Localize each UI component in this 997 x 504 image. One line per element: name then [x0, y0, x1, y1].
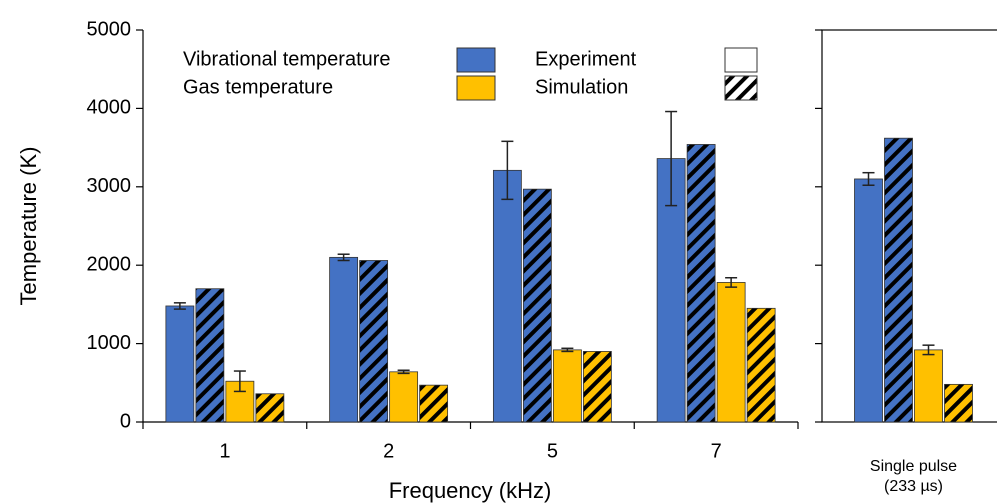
x-axis-title: Frequency (kHz)	[389, 478, 552, 503]
bar	[944, 383, 973, 423]
x-tick-label: 7	[711, 440, 722, 462]
error-bar	[337, 253, 350, 262]
bar	[854, 178, 883, 423]
y-tick-label: 0	[120, 410, 131, 432]
error-bar	[397, 369, 410, 375]
panel-frame	[821, 29, 997, 423]
y-tick-label: 4000	[87, 97, 132, 119]
error-bar	[725, 276, 738, 288]
legend-label: Simulation	[535, 76, 628, 98]
legend-swatch	[724, 47, 758, 73]
error-bar	[862, 171, 875, 186]
error-bar	[233, 370, 246, 393]
error-bar	[501, 140, 514, 201]
bar	[225, 380, 255, 423]
y-tick-label: 5000	[87, 18, 132, 40]
bar	[522, 188, 552, 423]
bar	[716, 282, 746, 423]
legend-swatch	[456, 75, 496, 101]
y-tick-label: 3000	[87, 175, 132, 197]
bar	[884, 137, 913, 423]
bar	[686, 144, 716, 423]
y-axis-title: Temperature (K)	[16, 147, 41, 306]
bar	[165, 305, 195, 423]
legend-swatch	[724, 75, 758, 101]
error-bar	[665, 110, 678, 207]
bar	[255, 393, 285, 423]
bar	[582, 351, 612, 423]
x-tick-label: (233 µs)	[884, 478, 943, 495]
bar	[419, 384, 449, 423]
error-bar	[922, 344, 935, 356]
bar	[329, 256, 359, 423]
legend-swatch	[456, 47, 496, 73]
legend-label: Gas temperature	[183, 76, 333, 98]
y-tick-label: 1000	[87, 332, 132, 354]
x-tick-label: 5	[547, 440, 558, 462]
bar	[492, 169, 522, 423]
bar	[359, 260, 389, 423]
bar	[914, 349, 943, 423]
bar	[195, 288, 225, 423]
y-tick-label: 2000	[87, 253, 132, 275]
legend-label: Vibrational temperature	[183, 48, 391, 70]
x-tick-label: 1	[219, 440, 230, 462]
bar	[746, 307, 776, 423]
error-bar	[561, 347, 574, 353]
bar	[389, 371, 419, 423]
error-bar	[173, 302, 186, 310]
x-tick-label: Single pulse	[870, 458, 957, 475]
x-tick-label: 2	[383, 440, 394, 462]
legend-label: Experiment	[535, 48, 637, 70]
bar	[552, 349, 582, 423]
